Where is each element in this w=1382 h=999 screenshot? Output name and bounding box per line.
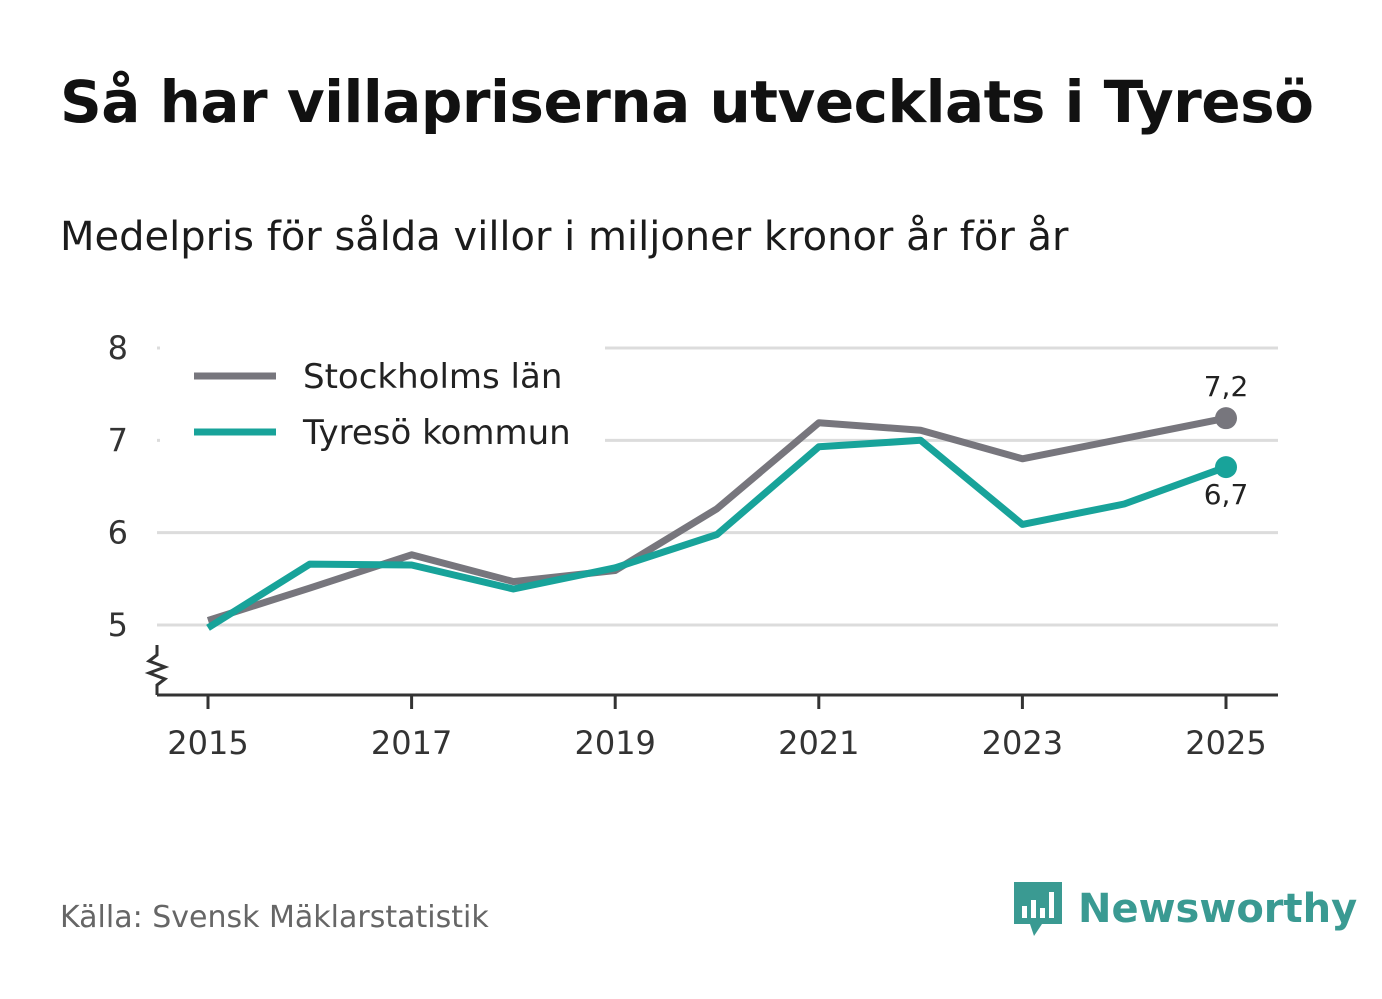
x-tick-label-2017: 2017 (371, 724, 452, 762)
end-labels: 7,2 6,7 (1204, 370, 1249, 511)
brand-name: Newsworthy (1078, 886, 1358, 932)
legend: Stockholms län Tyresö kommun (160, 340, 605, 460)
series-end-marker-1 (1215, 456, 1237, 479)
source-note: Källa: Svensk Mäklarstatistik (60, 900, 489, 935)
legend-label-1: Tyresö kommun (302, 413, 571, 453)
x-tick-label-2023: 2023 (982, 724, 1063, 762)
series-line-1 (206, 436, 1228, 631)
chart-subtitle: Medelpris för sålda villor i miljoner kr… (60, 214, 1069, 260)
x-tick-label-2019: 2019 (574, 724, 655, 762)
legend-label-0: Stockholms län (303, 357, 562, 397)
y-tick-label-6: 6 (108, 514, 128, 552)
chart-title: Så har villapriserna utvecklats i Tyresö (60, 68, 1314, 136)
end-label-0: 7,2 (1204, 370, 1249, 403)
y-tick-label-7: 7 (108, 421, 128, 459)
axis-break-icon (144, 645, 170, 695)
y-tick-label-8: 8 (108, 329, 128, 367)
bar-chart-speech-bubble-icon (1014, 882, 1062, 936)
newsworthy-logo: Newsworthy (1010, 878, 1357, 940)
x-tick-label-2021: 2021 (778, 724, 859, 762)
series-group (206, 407, 1237, 631)
end-label-1: 6,7 (1204, 478, 1249, 511)
y-tick-label-5: 5 (108, 606, 128, 644)
series-end-marker-0 (1215, 407, 1237, 430)
x-tick-label-2025: 2025 (1185, 724, 1266, 762)
axes: 5 6 7 8 2015 2017 2019 2021 2023 2025 (108, 329, 1278, 762)
x-tick-label-2015: 2015 (167, 724, 248, 762)
legend-background (160, 340, 605, 460)
